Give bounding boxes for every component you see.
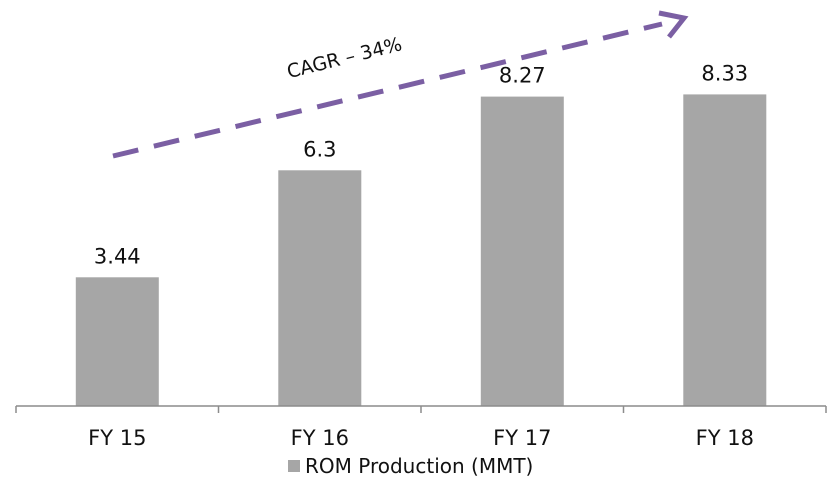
value-label-fy-15: 3.44 (94, 244, 141, 268)
value-labels-group: 3.44 6.3 8.27 8.33 (94, 61, 748, 268)
value-label-fy-17: 8.27 (499, 64, 546, 88)
x-tick-label-fy-17: FY 17 (493, 426, 551, 450)
cagr-arrow-line (112, 21, 663, 159)
bar-fy-17 (480, 96, 564, 406)
x-axis (15, 405, 827, 413)
value-label-fy-18: 8.33 (701, 61, 748, 85)
legend: ROM Production (MMT) (288, 454, 533, 478)
bar-fy-18 (683, 94, 767, 407)
value-label-fy-16: 6.3 (303, 137, 336, 161)
bar-fy-16 (278, 170, 362, 406)
bar-fy-15 (75, 277, 159, 406)
cagr-arrow-head (658, 10, 689, 39)
cagr-label: CAGR – 34% (285, 33, 404, 83)
x-tick-label-fy-18: FY 18 (696, 426, 754, 450)
x-tick-label-fy-15: FY 15 (88, 426, 146, 450)
cagr-annotation: CAGR – 34% (112, 10, 689, 159)
bars-group (75, 94, 767, 407)
legend-swatch (288, 460, 300, 472)
x-tick-labels-group: FY 15 FY 16 FY 17 FY 18 (88, 426, 754, 450)
legend-label: ROM Production (MMT) (305, 454, 533, 478)
x-tick-label-fy-16: FY 16 (291, 426, 349, 450)
